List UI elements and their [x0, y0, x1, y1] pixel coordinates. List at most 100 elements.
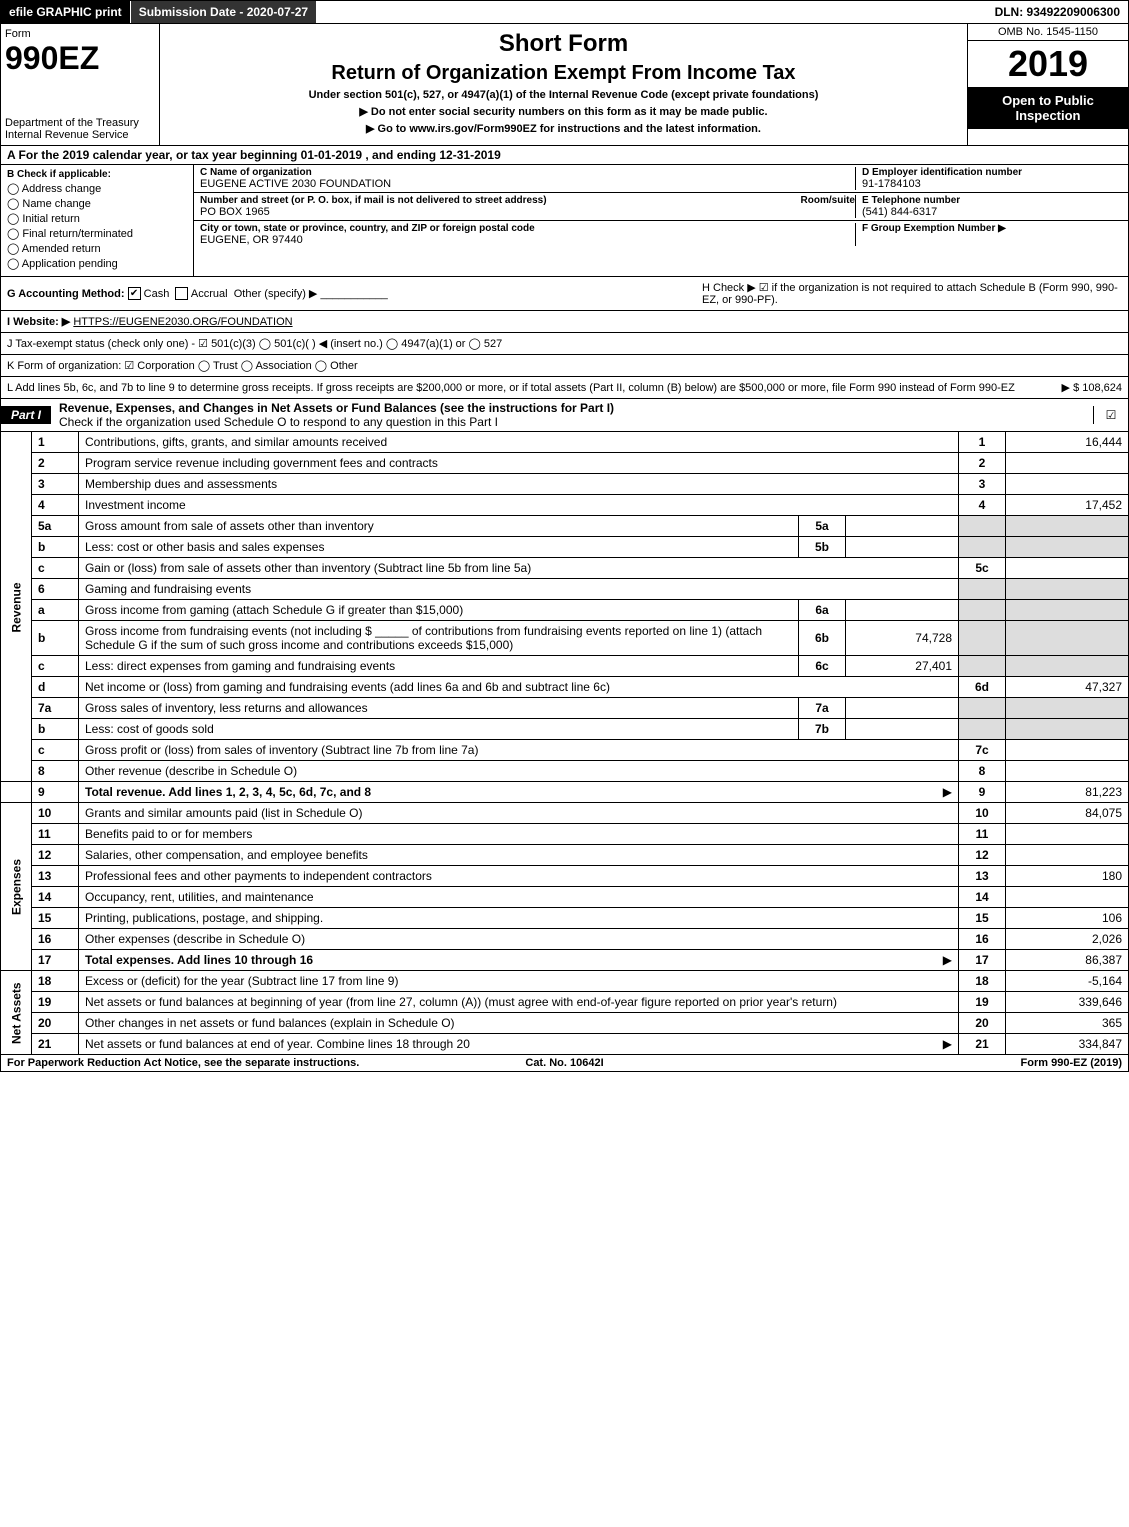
open-to-public: Open to Public Inspection [968, 87, 1128, 129]
line-4-num: 4 [32, 495, 79, 516]
line-18-amount: -5,164 [1006, 971, 1129, 992]
line-8-num: 8 [32, 761, 79, 782]
line-4-amount: 17,452 [1006, 495, 1129, 516]
box-b-title: B Check if applicable: [7, 169, 187, 180]
line-3-amount [1006, 474, 1129, 495]
chk-final-return-label: Final return/terminated [22, 228, 133, 240]
chk-address-change-label: Address change [22, 183, 102, 195]
chk-application-pending-label: Application pending [22, 258, 118, 270]
street-label: Number and street (or P. O. box, if mail… [200, 195, 547, 206]
submission-date: Submission Date - 2020-07-27 [130, 1, 316, 23]
subtitle-goto: ▶ Go to www.irs.gov/Form990EZ for instru… [170, 122, 957, 135]
line-1-desc: Contributions, gifts, grants, and simila… [85, 435, 387, 449]
line-7b-sv [846, 719, 959, 740]
line-14-desc: Occupancy, rent, utilities, and maintena… [85, 890, 314, 904]
department-label: Department of the Treasury Internal Reve… [5, 117, 155, 141]
line-8-amount [1006, 761, 1129, 782]
line-17-num: 17 [32, 950, 79, 971]
line-4-desc: Investment income [85, 498, 186, 512]
line-6-num: 6 [32, 579, 79, 600]
line-3-num: 3 [32, 474, 79, 495]
line-20-amount: 365 [1006, 1013, 1129, 1034]
line-6c-num: c [32, 656, 79, 677]
footer-catno: Cat. No. 10642I [525, 1057, 603, 1069]
footer-formref: Form 990-EZ (2019) [604, 1057, 1122, 1069]
line-18-num: 18 [32, 971, 79, 992]
line-19-amount: 339,646 [1006, 992, 1129, 1013]
line-5b-sv [846, 537, 959, 558]
line-6b-sn: 6b [799, 621, 846, 656]
section-expenses: Expenses [1, 803, 32, 971]
line-19-rn: 19 [959, 992, 1006, 1013]
dln-label: DLN: 93492209006300 [987, 1, 1128, 23]
h-text: H Check ▶ ☑ if the organization is not r… [696, 281, 1122, 306]
g-cash-checkbox[interactable]: ✔ [128, 287, 141, 300]
row-k: K Form of organization: ☑ Corporation ◯ … [0, 355, 1129, 377]
line-13-desc: Professional fees and other payments to … [85, 869, 432, 883]
line-15-rn: 15 [959, 908, 1006, 929]
chk-application-pending[interactable]: ◯ Application pending [7, 257, 187, 270]
line-6b-amount-shade [1006, 621, 1129, 656]
form-word: Form [5, 28, 155, 40]
line-10-amount: 84,075 [1006, 803, 1129, 824]
line-16-num: 16 [32, 929, 79, 950]
line-7b-desc: Less: cost of goods sold [85, 722, 214, 736]
i-label: I Website: ▶ [7, 315, 70, 328]
line-12-num: 12 [32, 845, 79, 866]
line-6c-desc: Less: direct expenses from gaming and fu… [85, 659, 395, 673]
line-2-desc: Program service revenue including govern… [85, 456, 438, 470]
line-14-num: 14 [32, 887, 79, 908]
line-3-rn: 3 [959, 474, 1006, 495]
line-5a-amount-shade [1006, 516, 1129, 537]
line-7b-num: b [32, 719, 79, 740]
line-7a-num: 7a [32, 698, 79, 719]
line-6b-rn-shade [959, 621, 1006, 656]
efile-print-button[interactable]: efile GRAPHIC print [1, 1, 130, 23]
line-7b-sn: 7b [799, 719, 846, 740]
top-bar: efile GRAPHIC print Submission Date - 20… [0, 0, 1129, 24]
line-6d-num: d [32, 677, 79, 698]
line-6d-rn: 6d [959, 677, 1006, 698]
city-value: EUGENE, OR 97440 [200, 234, 855, 246]
line-21-num: 21 [32, 1034, 79, 1055]
line-21-desc: Net assets or fund balances at end of ye… [85, 1037, 470, 1051]
line-5b-amount-shade [1006, 537, 1129, 558]
chk-amended-return[interactable]: ◯ Amended return [7, 242, 187, 255]
part1-schedule-o-check[interactable]: ☑ [1093, 406, 1128, 424]
line-3-desc: Membership dues and assessments [85, 477, 277, 491]
section-revenue: Revenue [1, 432, 32, 782]
chk-initial-return-label: Initial return [22, 213, 79, 225]
chk-initial-return[interactable]: ◯ Initial return [7, 212, 187, 225]
line-a-tax-year: A For the 2019 calendar year, or tax yea… [0, 146, 1129, 165]
line-21-arrow-icon: ▶ [943, 1037, 952, 1051]
phone-value: (541) 844-6317 [862, 206, 1122, 218]
d-ein-label: D Employer identification number [862, 167, 1122, 178]
line-13-rn: 13 [959, 866, 1006, 887]
line-7c-desc: Gross profit or (loss) from sales of inv… [85, 743, 478, 757]
chk-address-change[interactable]: ◯ Address change [7, 182, 187, 195]
line-10-num: 10 [32, 803, 79, 824]
line-16-desc: Other expenses (describe in Schedule O) [85, 932, 305, 946]
line-11-amount [1006, 824, 1129, 845]
line-9-num: 9 [32, 782, 79, 803]
chk-name-change[interactable]: ◯ Name change [7, 197, 187, 210]
line-9-desc: Total revenue. Add lines 1, 2, 3, 4, 5c,… [85, 785, 371, 799]
part1-title: Revenue, Expenses, and Changes in Net As… [59, 401, 614, 415]
line-6a-amount-shade [1006, 600, 1129, 621]
line-1-amount: 16,444 [1006, 432, 1129, 453]
g-accrual-checkbox[interactable] [175, 287, 188, 300]
line-6d-amount: 47,327 [1006, 677, 1129, 698]
box-b: B Check if applicable: ◯ Address change … [1, 165, 194, 276]
line-15-desc: Printing, publications, postage, and shi… [85, 911, 323, 925]
line-6d-desc: Net income or (loss) from gaming and fun… [85, 680, 610, 694]
line-6-desc: Gaming and fundraising events [85, 582, 251, 596]
website-link[interactable]: HTTPS://EUGENE2030.ORG/FOUNDATION [73, 316, 292, 328]
line-19-num: 19 [32, 992, 79, 1013]
chk-final-return[interactable]: ◯ Final return/terminated [7, 227, 187, 240]
header-center: Short Form Return of Organization Exempt… [160, 24, 968, 145]
page-footer: For Paperwork Reduction Act Notice, see … [0, 1055, 1129, 1072]
g-label: G Accounting Method: [7, 288, 125, 300]
line-4-rn: 4 [959, 495, 1006, 516]
g-cash-label: Cash [144, 288, 170, 300]
line-20-desc: Other changes in net assets or fund bala… [85, 1016, 455, 1030]
